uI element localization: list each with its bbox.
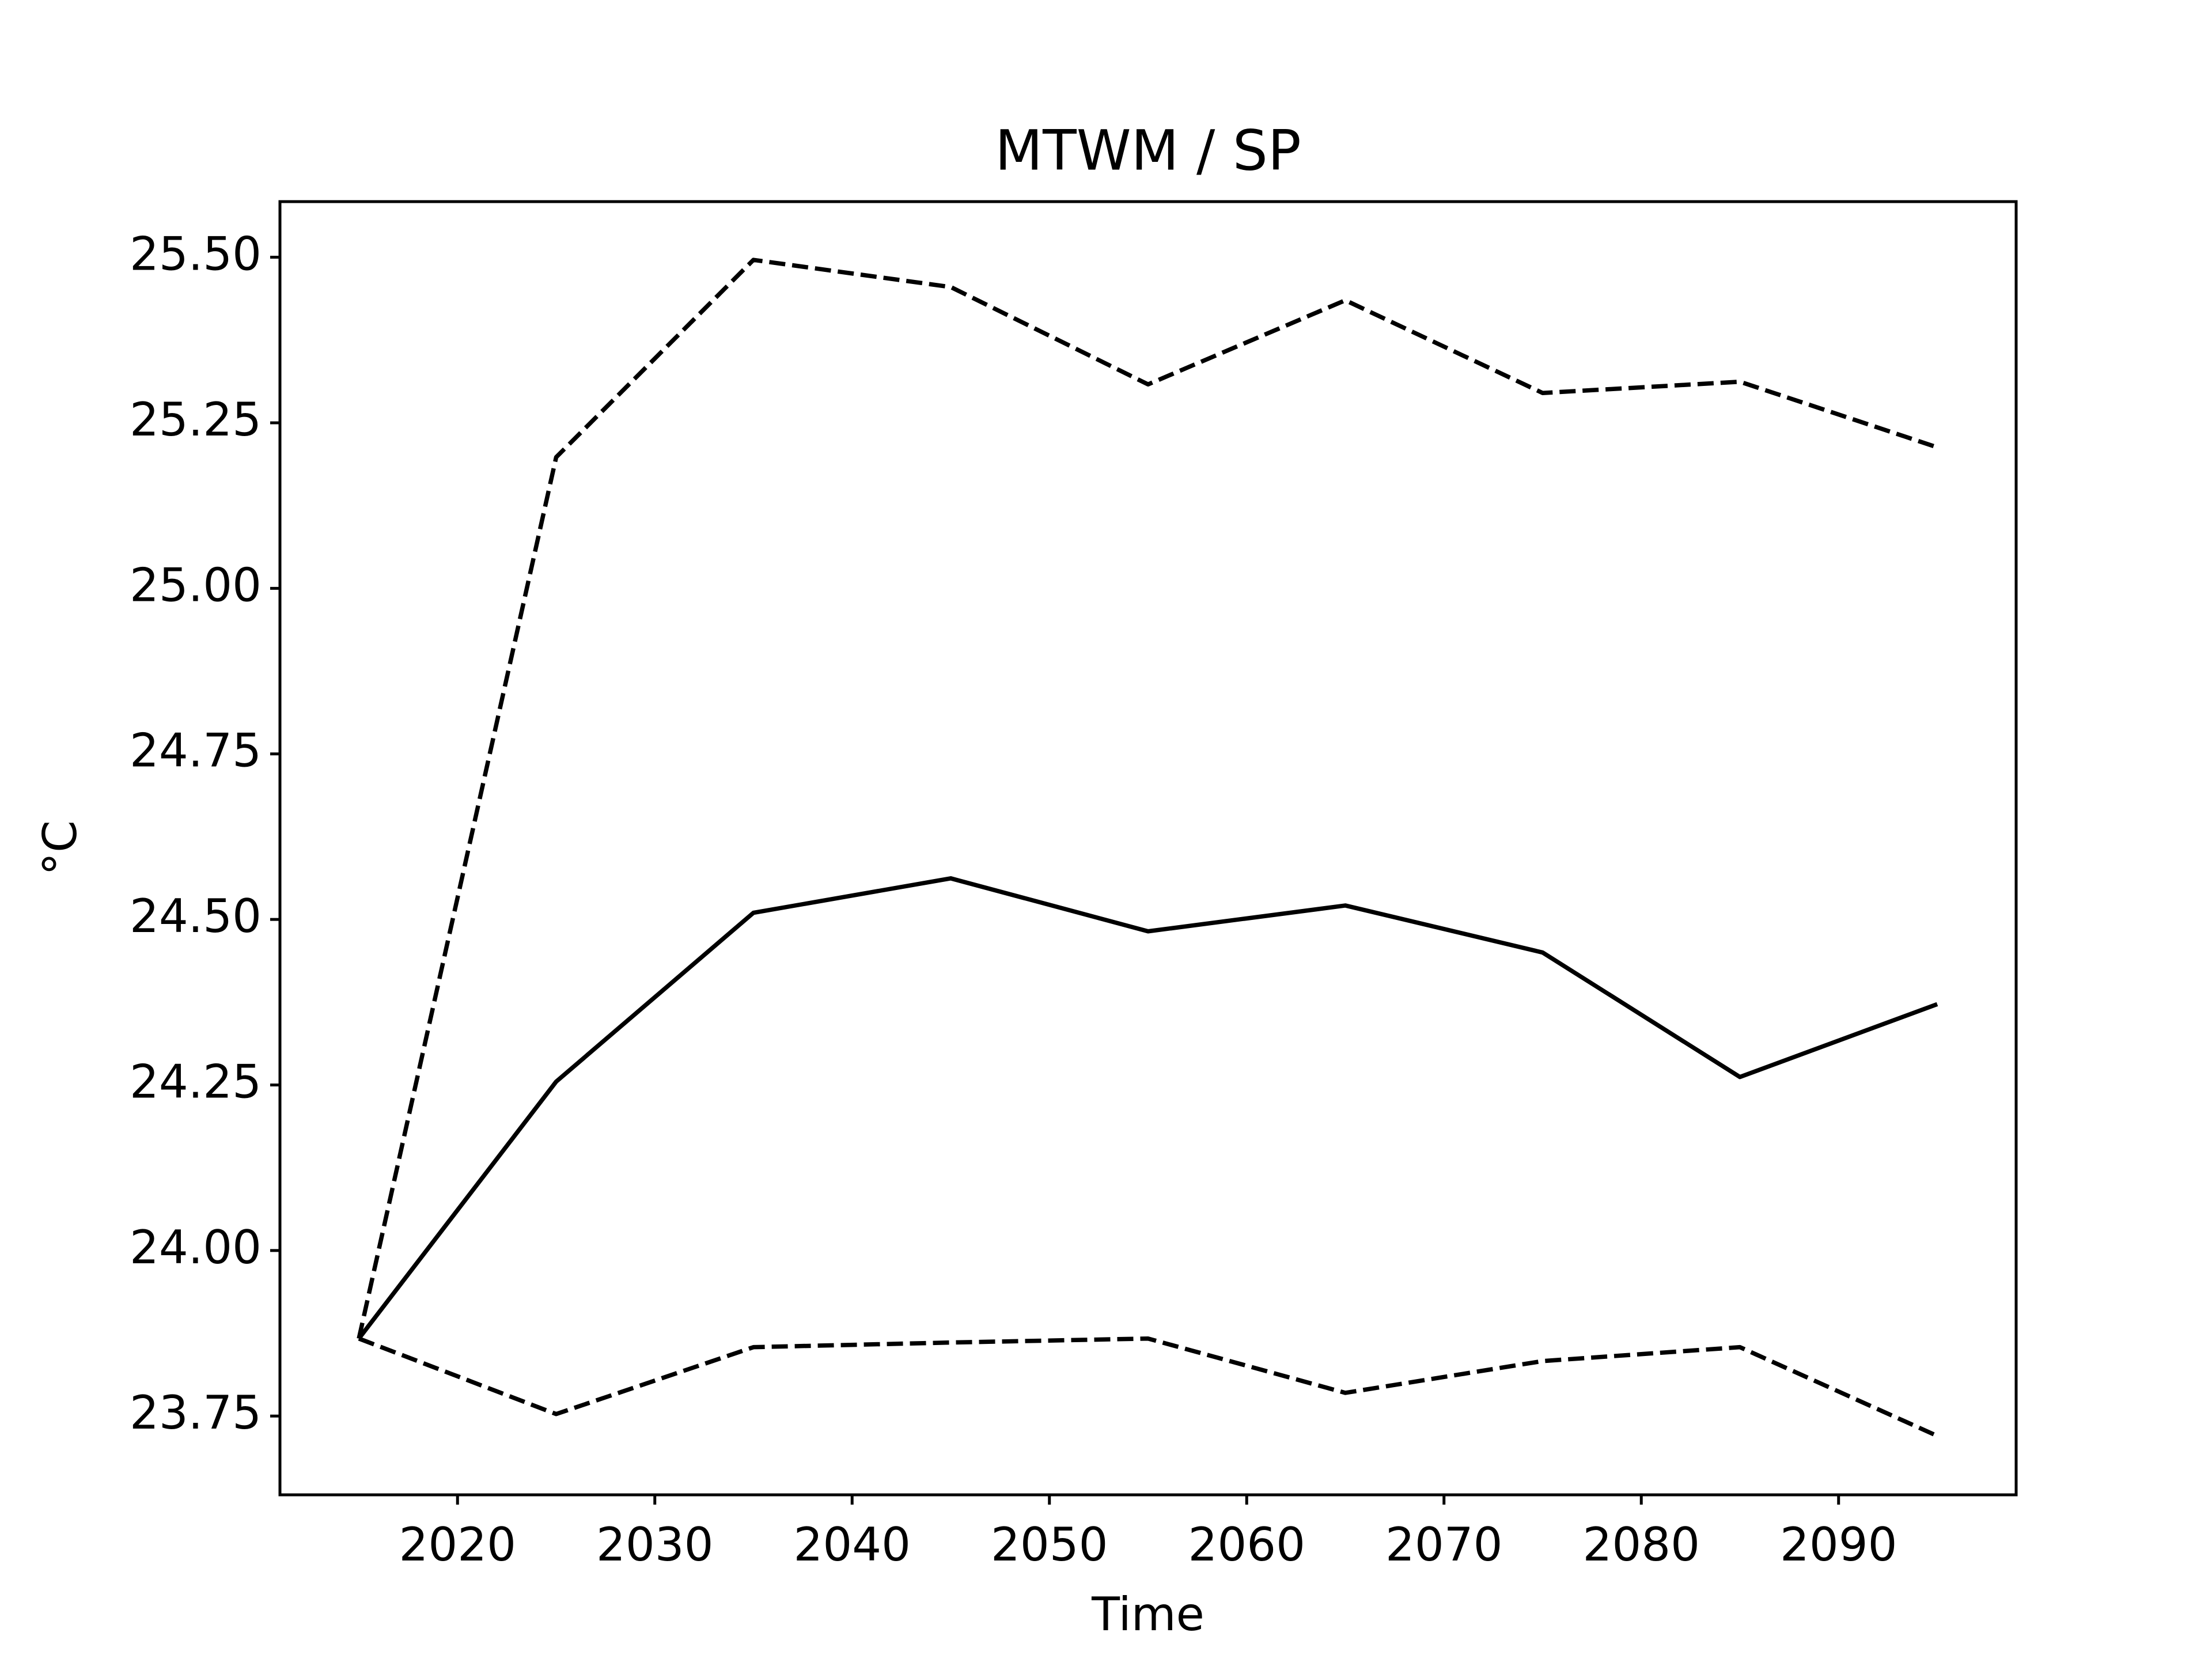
series-line <box>358 1336 1938 1438</box>
series-line <box>357 257 1938 1339</box>
x-tick-label: 2090 <box>1780 1518 1897 1571</box>
chart-title: MTWM / SP <box>995 118 1301 183</box>
y-axis-label: °C <box>33 820 87 876</box>
x-tick-label: 2020 <box>399 1518 516 1571</box>
x-tick-label: 2060 <box>1188 1518 1305 1571</box>
y-tick-label: 25.50 <box>130 228 262 281</box>
y-tick-label: 23.75 <box>130 1386 262 1440</box>
y-tick-label: 24.50 <box>130 889 262 943</box>
x-tick-label: 2040 <box>793 1518 911 1571</box>
x-tick-label: 2070 <box>1385 1518 1503 1571</box>
y-tick-label: 24.25 <box>130 1055 262 1108</box>
y-tick-label: 24.75 <box>130 724 262 778</box>
y-tick-label: 24.00 <box>130 1221 262 1274</box>
x-tick-label: 2050 <box>991 1518 1108 1571</box>
x-axis-label: Time <box>1091 1588 1205 1641</box>
x-tick-label: 2030 <box>596 1518 714 1571</box>
x-tick-label: 2080 <box>1582 1518 1700 1571</box>
series-line <box>357 876 1938 1340</box>
plot-frame <box>278 200 2018 1497</box>
y-tick-label: 25.00 <box>130 558 262 612</box>
y-tick-label: 25.25 <box>130 393 262 446</box>
